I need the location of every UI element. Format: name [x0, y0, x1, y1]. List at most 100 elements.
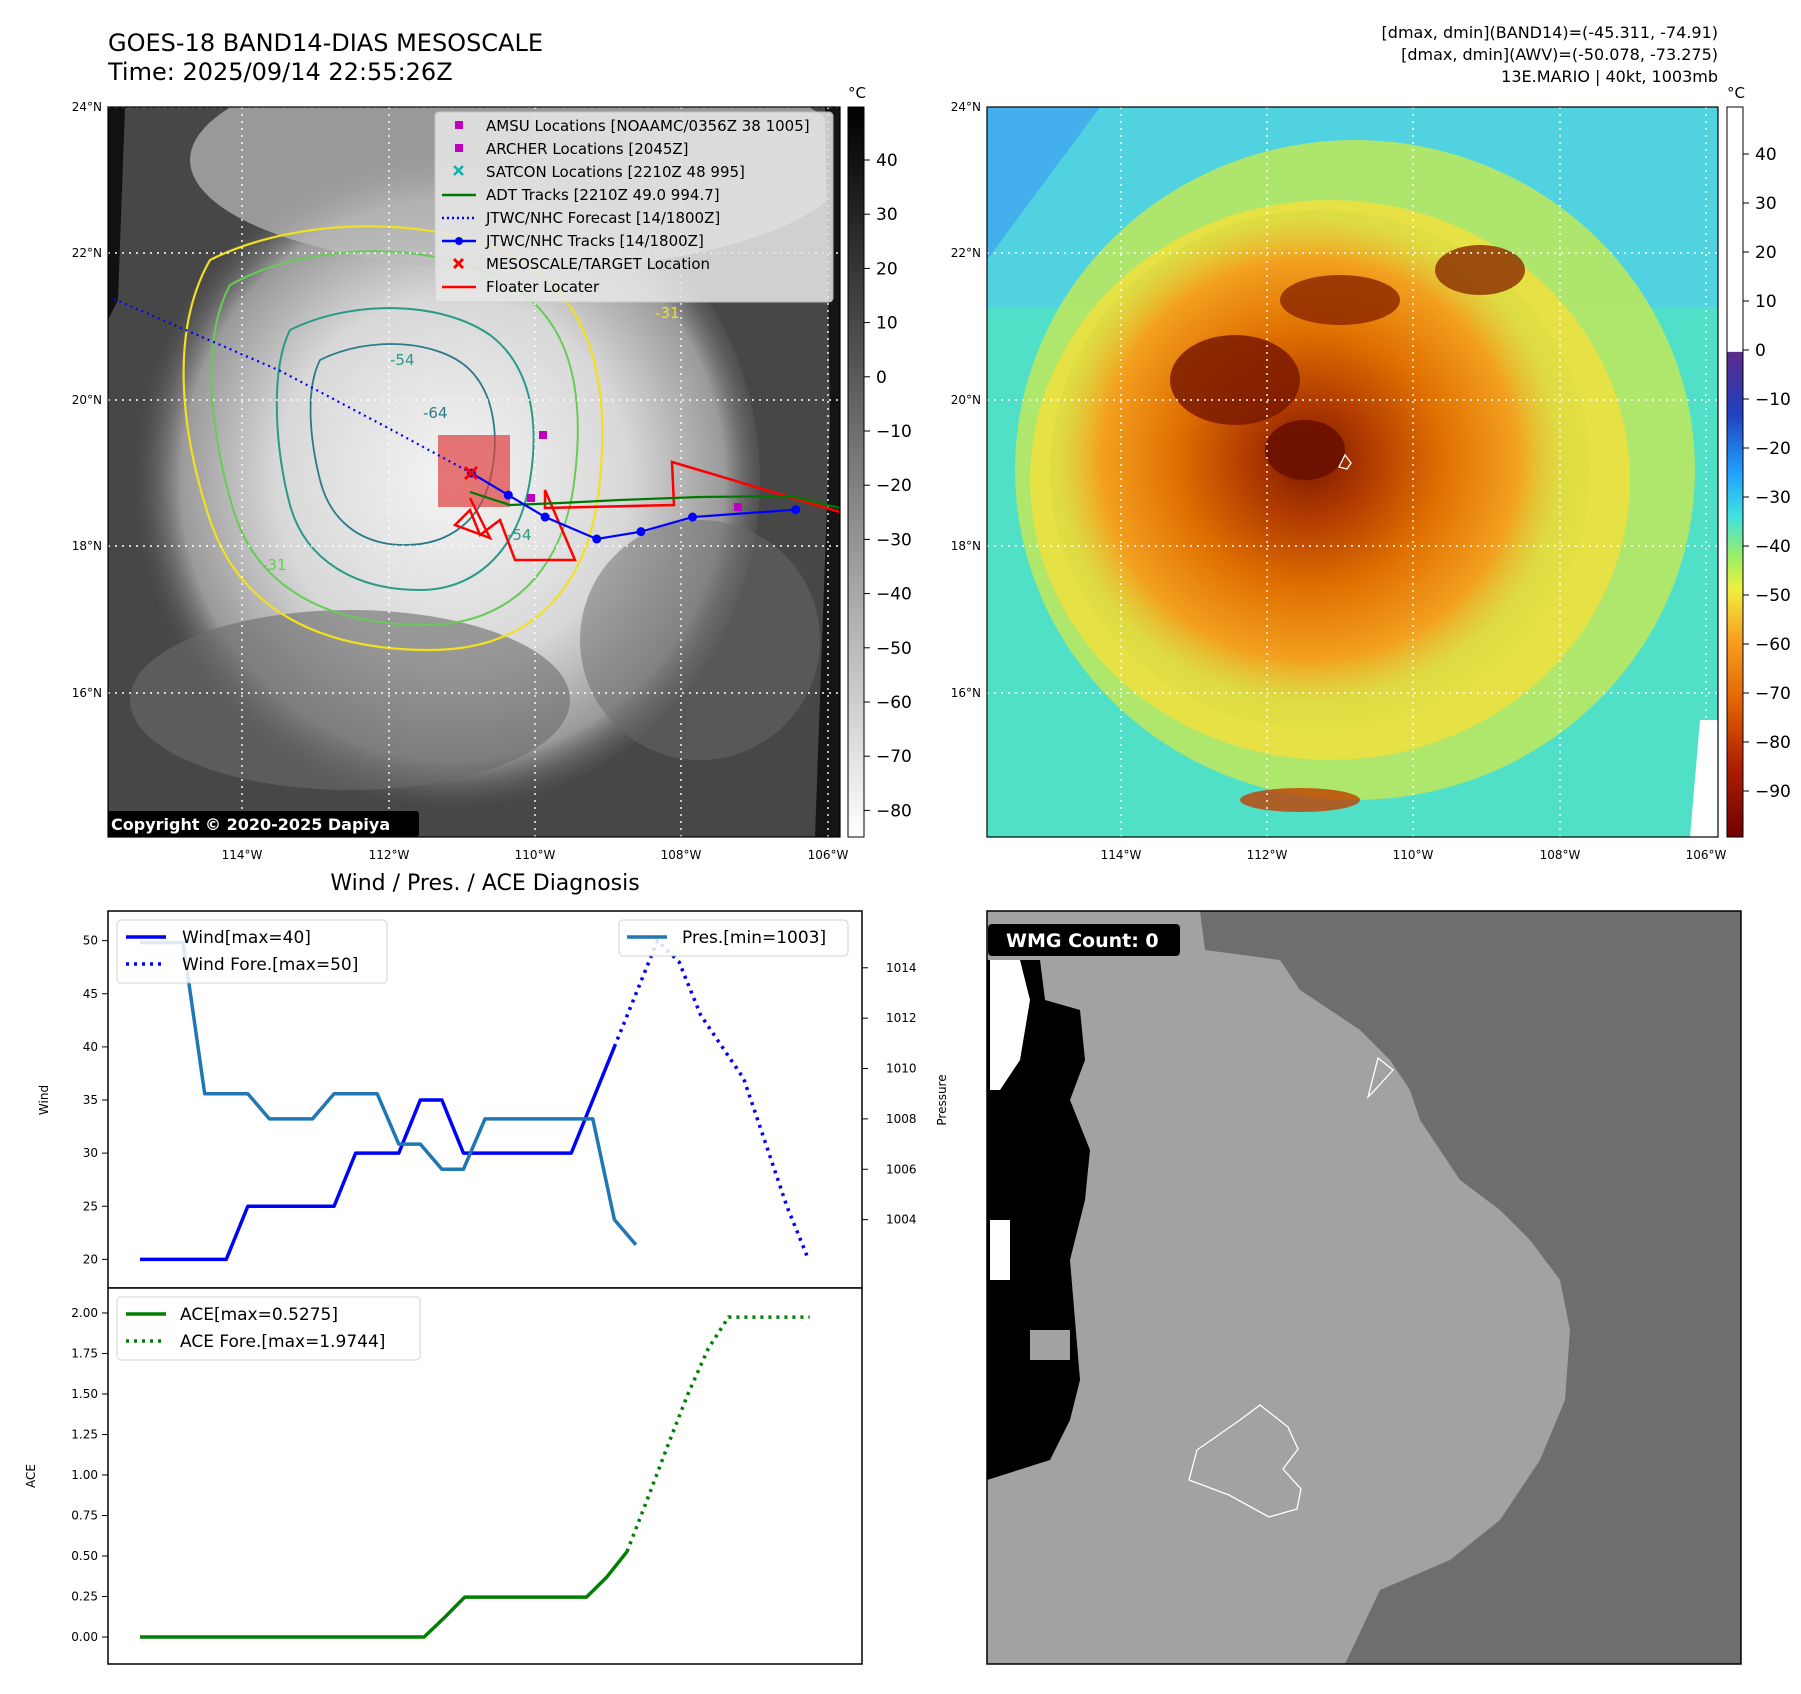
colorbar-tick-label: −40 [876, 585, 912, 605]
colorbar-tick-label: 10 [876, 314, 898, 334]
lon-label: 108°W [1540, 848, 1581, 862]
lat-label: 22°N [951, 246, 981, 260]
y-tick-label: 1.75 [71, 1346, 98, 1360]
y-tick-label: 1.25 [71, 1427, 98, 1441]
legend-item: SATCON Locations [2210Z 48 995] [486, 163, 745, 181]
legend-wind-label: Wind[max=40] [182, 928, 311, 948]
lon-label: 112°W [1247, 848, 1288, 862]
colorbar-tick-label: −80 [1755, 733, 1791, 753]
colorbar-tick-label: −50 [1755, 586, 1791, 606]
y-tick-label: 45 [83, 987, 98, 1001]
y-tick-label: 25 [83, 1199, 98, 1213]
y-tick-label: 40 [83, 1040, 98, 1054]
lat-label: 24°N [951, 100, 981, 114]
info-awv: [dmax, dmin](AWV)=(-50.078, -73.275) [1401, 45, 1718, 64]
legend-satcon-marker [453, 165, 464, 176]
colorbar-tick-label: −50 [876, 639, 912, 659]
wmg-region-white [990, 960, 1030, 1090]
wmg-frame [986, 910, 1742, 1665]
y-right-tick-label: 1014 [886, 961, 917, 975]
color-colorbar-unit: °C [1727, 84, 1745, 102]
track-point [592, 534, 602, 544]
gray-colorbar-ramp [847, 106, 865, 838]
contour-label: -31 [655, 304, 680, 322]
map-gridlines [987, 107, 1718, 837]
colorbar-tick-label: 40 [876, 151, 898, 171]
lon-label: 114°W [222, 848, 263, 862]
track-point [503, 490, 513, 500]
floater-locater-line [452, 460, 840, 562]
legend-item: Floater Locater [486, 278, 600, 296]
legend-item: JTWC/NHC Forecast [14/1800Z] [485, 209, 720, 227]
colorbar-tick-label: −70 [876, 747, 912, 767]
y-tick-label: 1.50 [71, 1387, 98, 1401]
y-right-tick-label: 1010 [886, 1062, 917, 1076]
legend-track-dot [455, 237, 463, 245]
y-right-tick-label: 1006 [886, 1162, 917, 1176]
colorbar-tick-label: −40 [1755, 537, 1791, 557]
contour-label: -54 [390, 351, 415, 369]
archer-marker [734, 503, 742, 511]
figure-time: Time: 2025/09/14 22:55:26Z [107, 58, 453, 86]
lat-label: 18°N [72, 539, 102, 553]
legend-box [434, 111, 834, 303]
lon-labels: 114°W 112°W 110°W 108°W 106°W [1101, 848, 1727, 862]
legend-archer-marker [455, 144, 463, 152]
figure-title: GOES-18 BAND14-DIAS MESOSCALE [108, 29, 543, 57]
map-legend: AMSU Locations [NOAAMC/0356Z 38 1005] AR… [434, 111, 834, 303]
colorbar-tick-label: −70 [1755, 684, 1791, 704]
track-point [791, 505, 801, 515]
colorbar-tick-label: 30 [1755, 194, 1777, 214]
track-point [636, 527, 646, 537]
series-line [140, 1550, 629, 1639]
gray-colorbar-unit: °C [848, 84, 866, 102]
wind-axis-label: Wind [37, 1085, 51, 1115]
lat-labels: 24°N 22°N 20°N 18°N 16°N [951, 100, 981, 700]
contour-label: -64 [423, 404, 448, 422]
wmg-region-light [987, 911, 1570, 1664]
lat-label: 22°N [72, 246, 102, 260]
archer-marker [527, 494, 535, 502]
wmg-panel: WMG Count: 0 [986, 910, 1742, 1665]
copyright-text: Copyright © 2020-2025 Dapiya [111, 815, 390, 834]
legend-ace-label: ACE[max=0.5275] [180, 1305, 338, 1325]
legend-item: ADT Tracks [2210Z 49.0 994.7] [486, 186, 720, 204]
contour-label: -31 [262, 556, 287, 574]
lat-label: 20°N [951, 393, 981, 407]
legend-wind-forecast-label: Wind Fore.[max=50] [182, 955, 358, 975]
copyright-box [108, 811, 419, 837]
y-tick-label: 1.00 [71, 1468, 98, 1482]
lat-label: 16°N [72, 686, 102, 700]
track-point [540, 512, 550, 522]
series-line [625, 1315, 810, 1553]
y-tick-label: 50 [83, 934, 98, 948]
colorbar-tick-label: −20 [876, 476, 912, 496]
lon-label: 112°W [369, 848, 410, 862]
lat-label: 16°N [951, 686, 981, 700]
legend-item: MESOSCALE/TARGET Location [486, 255, 710, 273]
lon-label: 110°W [515, 848, 556, 862]
color-colorbar-ramp [1726, 106, 1744, 838]
mesoscale-target-marker [463, 465, 479, 481]
colorbar-tick-label: 0 [1755, 341, 1766, 361]
lat-label: 18°N [951, 539, 981, 553]
legend-pressure-label: Pres.[min=1003] [682, 928, 826, 948]
lat-labels: 24°N 22°N 20°N 18°N 16°N [72, 100, 102, 700]
colorbar-tick-label: −60 [1755, 635, 1791, 655]
ir-map-frame [107, 106, 841, 838]
wmg-count-box [988, 924, 1180, 956]
wmg-count-label: WMG Count: 0 [1006, 930, 1159, 952]
legend-item: JTWC/NHC Tracks [14/1800Z] [485, 232, 704, 250]
colorbar-tick-label: −60 [876, 693, 912, 713]
colorbar-tick-label: −10 [1755, 390, 1791, 410]
contour-label: -54 [507, 526, 532, 544]
amsu-marker [539, 431, 547, 439]
pressure-legend-box [618, 919, 849, 957]
y-tick-label: 20 [83, 1252, 98, 1266]
colorbar-tick-label: −30 [876, 530, 912, 550]
lon-label: 108°W [661, 848, 702, 862]
y-right-tick-label: 1012 [886, 1011, 917, 1025]
ace-axis-label: ACE [24, 1464, 38, 1488]
y-right-tick-label: 1004 [886, 1213, 917, 1227]
colorbar-tick-label: −20 [1755, 439, 1791, 459]
